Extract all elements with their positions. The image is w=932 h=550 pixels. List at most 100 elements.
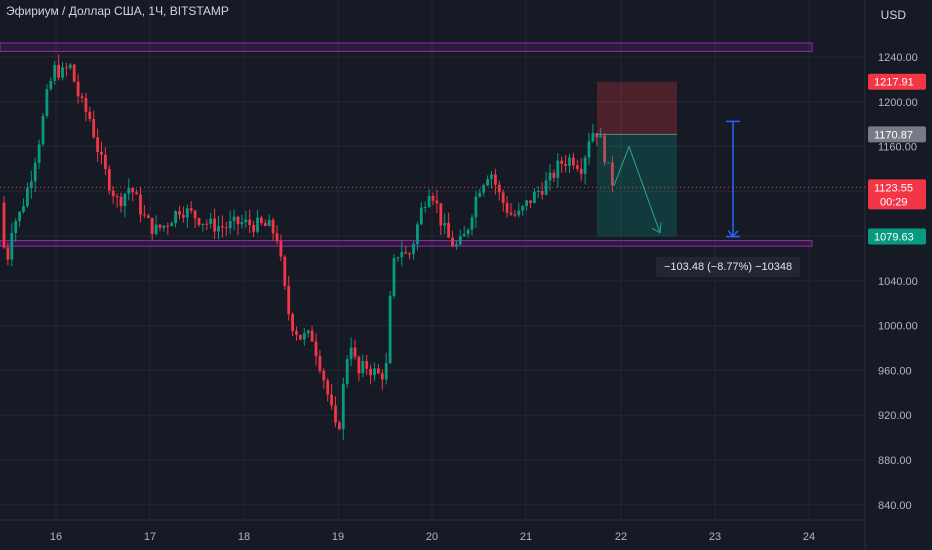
projection-arrowhead <box>651 222 662 234</box>
candle-body <box>357 356 361 374</box>
x-tick-label: 20 <box>426 531 438 543</box>
candle-body <box>111 190 115 197</box>
candle-body <box>486 179 489 186</box>
candle-body <box>84 98 88 112</box>
y-tick-label: 1000.00 <box>878 321 918 333</box>
candle-body <box>536 191 540 193</box>
price-tag-bg <box>868 228 926 245</box>
candle-body <box>423 207 427 209</box>
candle-body <box>178 211 181 215</box>
candle-body <box>439 203 443 226</box>
candle-body <box>568 157 571 166</box>
x-tick-label: 16 <box>50 531 62 543</box>
candle-body <box>501 192 505 203</box>
x-tick-label: 22 <box>615 531 627 543</box>
price-tag-label: 1170.87 <box>874 129 913 141</box>
candle-body <box>205 223 209 225</box>
candle-body <box>603 135 606 163</box>
candle-body <box>291 314 294 331</box>
candle-body <box>170 223 174 227</box>
price-tag-label: 1123.55 <box>874 182 913 194</box>
candle-body <box>443 222 447 226</box>
x-tick-label: 24 <box>803 531 815 543</box>
candle-body <box>41 115 45 145</box>
candle-body <box>306 330 310 334</box>
candle-body <box>139 194 142 215</box>
candle-body <box>88 111 92 120</box>
candle-body <box>455 244 458 247</box>
y-tick-label: 880.00 <box>878 455 912 467</box>
candle-body <box>283 256 287 286</box>
candle-body <box>72 64 76 82</box>
candle-body <box>310 330 314 342</box>
candle-body <box>150 217 154 234</box>
candle-body <box>279 241 283 257</box>
candle-body <box>599 135 603 138</box>
candle-body <box>92 119 96 138</box>
candle-body <box>373 368 376 376</box>
candle-body <box>275 233 279 242</box>
candle-body <box>404 252 408 254</box>
candle-body <box>349 347 353 360</box>
take-profit-zone <box>597 134 677 237</box>
candle-body <box>377 368 380 374</box>
candle-body <box>416 224 419 244</box>
candle-body <box>575 165 579 169</box>
candle-body <box>217 226 220 232</box>
candle-body <box>232 216 236 222</box>
candle-body <box>583 157 587 174</box>
candle-body <box>57 64 60 78</box>
symbol-title[interactable]: Эфириум / Доллар США, 1Ч, BITSTAMP <box>6 4 229 18</box>
candle-body <box>158 224 162 228</box>
candle-body <box>37 144 41 163</box>
measure-arrow <box>727 230 739 238</box>
y-tick-label: 1240.00 <box>878 52 918 64</box>
candle-body <box>314 341 318 357</box>
candle-body <box>107 168 111 191</box>
candle-body <box>490 174 493 180</box>
candle-body <box>431 196 435 201</box>
y-tick-label: 960.00 <box>878 365 912 377</box>
candle-body <box>338 422 341 429</box>
candle-body <box>68 64 72 68</box>
candle-body <box>556 160 560 178</box>
candle-body <box>213 218 216 232</box>
candle-body <box>22 206 25 212</box>
candle-body <box>260 217 263 224</box>
candle-body <box>462 234 466 237</box>
candle-body <box>45 89 49 116</box>
candle-body <box>427 196 431 208</box>
candle-body <box>100 151 103 155</box>
candle-body <box>115 196 119 198</box>
candle-body <box>65 67 68 69</box>
candle-body <box>572 157 575 166</box>
candle-body <box>174 211 177 224</box>
candle-body <box>224 227 228 229</box>
candle-body <box>529 200 532 204</box>
resistance-zone <box>0 42 813 52</box>
candle-body <box>221 226 224 228</box>
candle-body <box>29 181 33 188</box>
candle-body <box>193 210 197 219</box>
candle-body <box>267 219 271 227</box>
candle-body <box>419 207 423 225</box>
candle-body <box>33 162 37 182</box>
candle-body <box>392 258 396 296</box>
currency-label[interactable]: USD <box>880 8 906 22</box>
candle-body <box>127 188 131 194</box>
candle-body <box>396 257 400 259</box>
candle-body <box>299 334 302 340</box>
candle-body <box>587 141 591 158</box>
candle-body <box>388 295 392 364</box>
candle-body <box>361 361 365 374</box>
candle-body <box>6 247 10 260</box>
candle-body <box>154 224 158 234</box>
candle-body <box>540 191 544 195</box>
y-tick-label: 1160.00 <box>878 142 917 154</box>
candle-body <box>521 206 525 211</box>
candle-body <box>497 184 501 193</box>
candle-body <box>595 133 599 138</box>
candle-body <box>412 243 415 254</box>
candle-body <box>451 237 454 247</box>
